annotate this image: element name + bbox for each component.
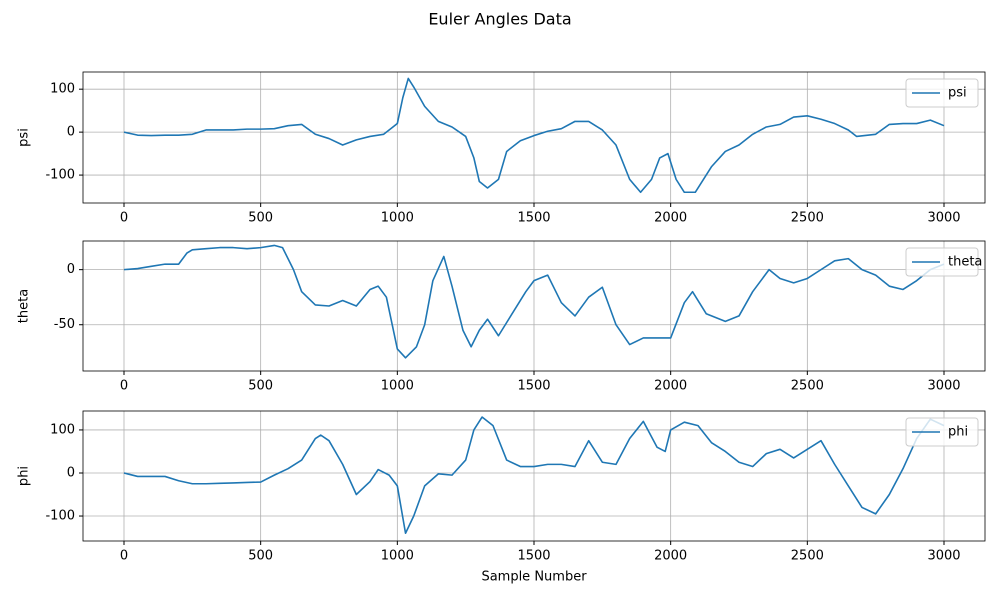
- y-tick-label: -100: [45, 509, 75, 524]
- data-line: [123, 244, 945, 359]
- y-axis-label: phi: [17, 466, 32, 486]
- y-tick-label: 100: [50, 82, 75, 97]
- x-tick-label: 1000: [381, 379, 414, 394]
- legend-box: [905, 247, 979, 277]
- x-tick-label: 1000: [381, 549, 414, 564]
- x-tick-label: 2000: [654, 379, 687, 394]
- data-line: [123, 416, 945, 535]
- x-tick-label: 1500: [517, 549, 550, 564]
- legend-label: theta: [948, 255, 982, 270]
- y-tick-label: 0: [67, 262, 75, 277]
- x-tick-label: 1500: [517, 211, 550, 226]
- data-line: [123, 77, 945, 194]
- legend-box: [905, 417, 979, 447]
- figure-title: Euler Angles Data: [428, 10, 571, 29]
- x-tick-label: 3000: [927, 379, 960, 394]
- y-tick-label: 100: [50, 422, 75, 437]
- y-tick-label: 0: [67, 465, 75, 480]
- y-tick-label: -50: [54, 317, 75, 332]
- x-tick-label: 3000: [927, 549, 960, 564]
- x-tick-label: 500: [248, 211, 273, 226]
- legend-label: phi: [948, 425, 968, 440]
- x-tick-label: 3000: [927, 211, 960, 226]
- legend-label: psi: [948, 86, 967, 101]
- y-tick-label: 0: [67, 125, 75, 140]
- x-tick-label: 0: [120, 211, 128, 226]
- x-tick-label: 500: [248, 549, 273, 564]
- y-tick-label: -100: [45, 168, 75, 183]
- y-axis-label: theta: [17, 289, 32, 323]
- x-tick-label: 0: [120, 549, 128, 564]
- axes-frame: [82, 410, 986, 542]
- x-tick-label: 2500: [791, 211, 824, 226]
- x-tick-label: 2500: [791, 379, 824, 394]
- axes-frame: [82, 240, 986, 372]
- x-axis-label: Sample Number: [481, 570, 587, 585]
- x-tick-label: 500: [248, 379, 273, 394]
- x-tick-label: 2000: [654, 211, 687, 226]
- x-tick-label: 2000: [654, 549, 687, 564]
- x-tick-label: 0: [120, 379, 128, 394]
- x-tick-label: 2500: [791, 549, 824, 564]
- y-axis-label: psi: [17, 128, 32, 147]
- x-tick-label: 1500: [517, 379, 550, 394]
- legend-box: [905, 78, 979, 108]
- x-tick-label: 1000: [381, 211, 414, 226]
- axes-frame: [82, 71, 986, 204]
